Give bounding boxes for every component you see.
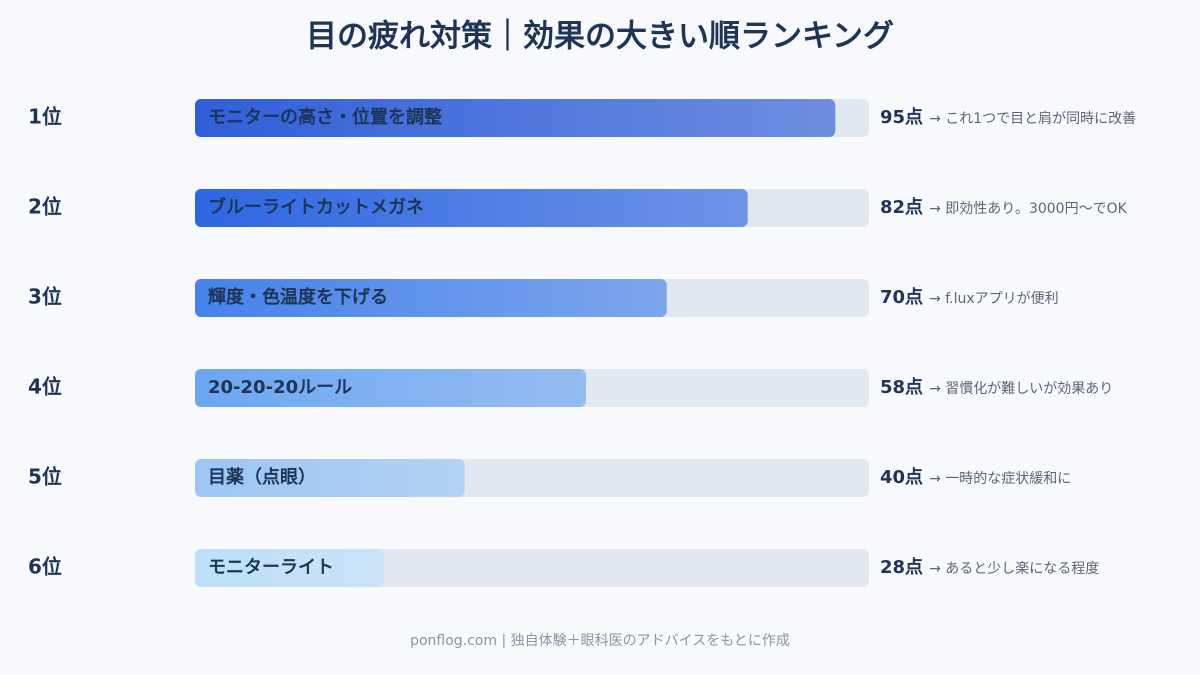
bar (195, 99, 836, 137)
bar (195, 279, 667, 317)
rank-label: 1位 (28, 105, 62, 129)
chart-title: 目の疲れ対策｜効果の大きい順ランキング (306, 19, 894, 55)
value-label: 28点 (880, 556, 923, 578)
bar-label: ブルーライトカットメガネ (208, 196, 424, 218)
note: → 即効性あり。3000円〜でOK (929, 201, 1128, 217)
bar (195, 459, 465, 497)
bar-label: 20-20-20ルール (208, 377, 352, 398)
rank-label: 6位 (28, 555, 62, 579)
rank-label: 3位 (28, 285, 62, 309)
value-label: 58点 (880, 376, 923, 398)
note: → 習慣化が難しいが効果あり (929, 380, 1113, 397)
note: → f.luxアプリが便利 (929, 291, 1059, 307)
bar-label: モニターの高さ・位置を調整 (208, 106, 442, 128)
note: → 一時的な症状緩和に (929, 471, 1071, 487)
rank-label: 4位 (28, 375, 62, 399)
bar (195, 549, 384, 587)
source: ponflog.com | 独自体験＋眼科医のアドバイスをもとに作成 (410, 633, 790, 649)
rank-label: 2位 (28, 195, 62, 219)
bar-label: モニターライト (208, 557, 334, 578)
value-label: 95点 (880, 106, 923, 128)
bar (195, 189, 748, 227)
bar-label: 目薬（点眼） (208, 466, 316, 488)
value-label: 40点 (880, 466, 923, 488)
note: → これ1つで目と肩が同時に改善 (929, 111, 1136, 127)
value-label: 70点 (880, 286, 923, 308)
bar-label: 輝度・色温度を下げる (208, 286, 388, 308)
note: → あると少し楽になる程度 (929, 561, 1099, 577)
value-label: 82点 (880, 196, 923, 218)
rank-label: 5位 (28, 465, 62, 489)
bar (195, 369, 586, 407)
